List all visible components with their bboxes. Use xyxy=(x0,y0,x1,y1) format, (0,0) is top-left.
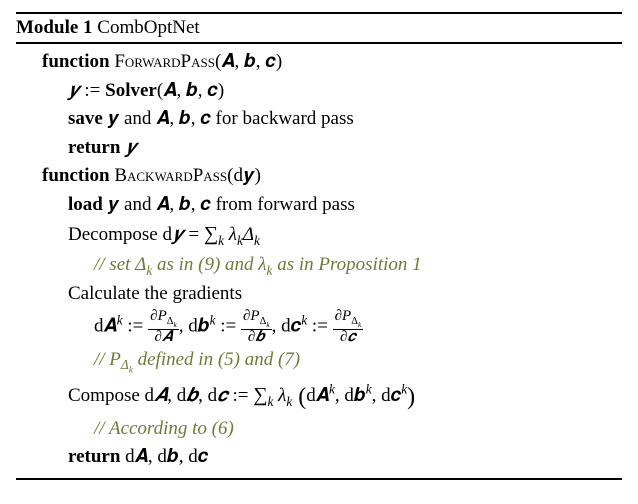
forward-return: return 𝒚 xyxy=(16,134,622,163)
forward-decl: function ForwardPass(𝑨, 𝒃, 𝒄) xyxy=(16,48,622,77)
backward-calc: Calculate the gradients xyxy=(16,280,622,309)
backward-decompose: Decompose d𝒚 = ∑k λkΔk xyxy=(16,219,622,251)
module-body: function ForwardPass(𝑨, 𝒃, 𝒄) 𝒚 := Solve… xyxy=(16,43,622,480)
backward-compose: Compose d𝑨, d𝒃, d𝒄 := ∑k λk (d𝑨k, d𝒃k, d… xyxy=(16,379,622,415)
module-header: Module 1 CombOptNet xyxy=(16,12,622,43)
forward-solve: 𝒚 := Solver(𝑨, 𝒃, 𝒄) xyxy=(16,77,622,106)
comment-2: // PΔk defined in (5) and (7) xyxy=(16,346,622,379)
comment-1: // set Δk as in (9) and λk as in Proposi… xyxy=(16,251,622,281)
forward-save: save 𝒚 and 𝑨, 𝒃, 𝒄 for backward pass xyxy=(16,105,622,134)
comment-3: // According to (6) xyxy=(16,415,622,444)
module-label: Module 1 xyxy=(16,17,93,38)
module-name: CombOptNet xyxy=(97,17,199,38)
backward-return: return d𝑨, d𝒃, d𝒄 xyxy=(16,443,622,472)
backward-load: load 𝒚 and 𝑨, 𝒃, 𝒄 from forward pass xyxy=(16,191,622,220)
backward-decl: function BackwardPass(d𝒚) xyxy=(16,162,622,191)
backward-gradients: d𝑨k := ∂PΔk∂𝑨, d𝒃k := ∂PΔk∂𝒃, d𝒄k := ∂PΔ… xyxy=(16,309,622,346)
